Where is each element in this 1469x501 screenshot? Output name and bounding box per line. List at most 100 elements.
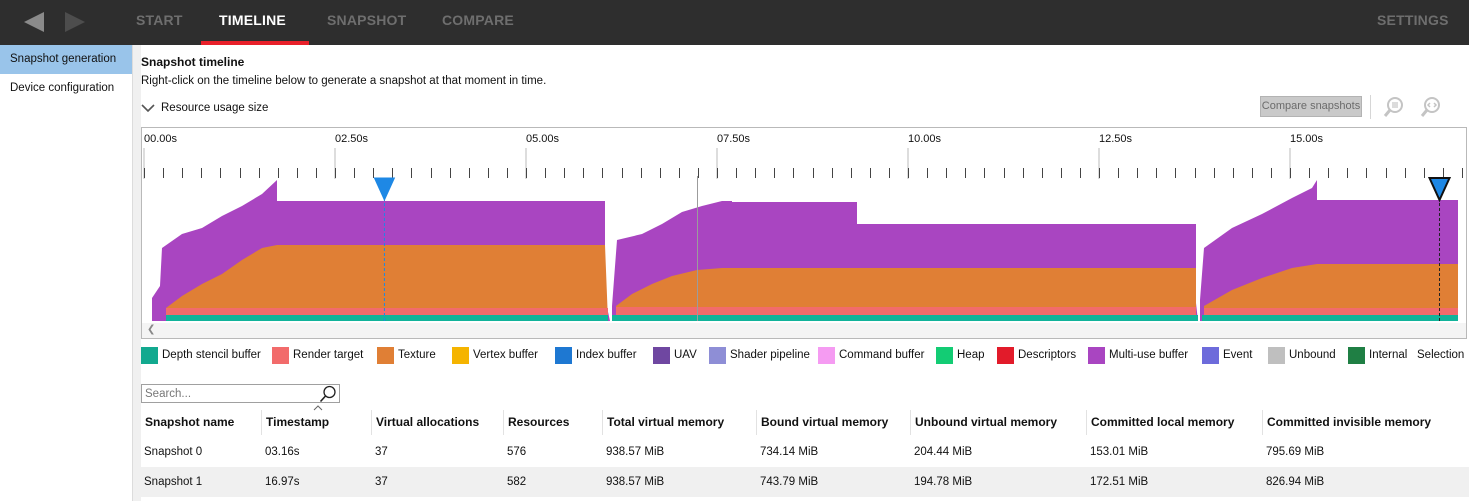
sidebar: Snapshot generation Device configuration: [0, 45, 133, 501]
snapshot-table: Snapshot name Timestamp Virtual allocation…: [141, 405, 1469, 497]
search-icon[interactable]: [319, 385, 337, 403]
table-cell: 172.51 MiB: [1090, 476, 1149, 488]
legend-label: UAV: [674, 349, 697, 361]
legend-swatch: [452, 346, 469, 364]
table-cell: 37: [375, 476, 388, 488]
table-cell: 582: [507, 476, 527, 488]
table-header: Snapshot name Timestamp Virtual allocation…: [141, 405, 1469, 437]
legend-swatch: [141, 346, 158, 364]
legend-label: Render target: [293, 349, 364, 361]
legend-item: Multi-use buffer: [1088, 345, 1188, 365]
time-label: 00.00s: [144, 133, 178, 145]
table-cell: 938.57 MiB: [606, 476, 665, 488]
sidebar-item-device-configuration[interactable]: Device configuration: [10, 82, 115, 94]
column-header[interactable]: Committed local memory: [1091, 415, 1235, 429]
sidebar-gutter: [133, 45, 141, 501]
column-divider[interactable]: [261, 410, 262, 435]
toolbar-divider: [1370, 95, 1371, 119]
search-input[interactable]: [142, 385, 312, 402]
scroll-left-icon[interactable]: ❮: [147, 324, 156, 335]
column-header[interactable]: Snapshot name: [145, 415, 235, 429]
legend-label: Internal: [1369, 349, 1408, 361]
time-label: 02.50s: [335, 133, 369, 145]
legend-swatch: [709, 346, 726, 364]
back-arrow-icon[interactable]: [22, 11, 46, 33]
table-cell: 795.69 MiB: [1266, 446, 1325, 458]
column-header[interactable]: Total virtual memory: [607, 415, 725, 429]
column-divider[interactable]: [756, 410, 757, 435]
sort-ascending-icon: [313, 405, 323, 411]
legend-item: Heap: [936, 345, 985, 365]
column-divider[interactable]: [503, 410, 504, 435]
zoom-to-selection-icon[interactable]: [1382, 95, 1406, 119]
column-divider[interactable]: [602, 410, 603, 435]
column-header[interactable]: Virtual allocations: [376, 415, 480, 429]
legend-swatch: [272, 346, 289, 364]
table-row[interactable]: Snapshot 0 03.16s 37 576 938.57 MiB 734.14 Mi…: [141, 437, 1469, 467]
resource-usage-label: Resource usage size: [161, 102, 269, 114]
legend-item: Render target: [272, 345, 363, 365]
column-header[interactable]: Bound virtual memory: [761, 415, 889, 429]
table-cell: 826.94 MiB: [1266, 476, 1325, 488]
table-cell: 576: [507, 446, 527, 458]
tab-compare[interactable]: COMPARE: [442, 12, 514, 28]
tab-timeline[interactable]: TIMELINE: [219, 12, 286, 28]
search-box[interactable]: [141, 384, 340, 403]
table-cell: 938.57 MiB: [606, 446, 665, 458]
legend-swatch: [818, 346, 835, 364]
legend-swatch: [997, 346, 1014, 364]
table-cell: 194.78 MiB: [914, 476, 973, 488]
column-divider[interactable]: [1262, 410, 1263, 435]
tab-snapshot[interactable]: SNAPSHOT: [327, 12, 407, 28]
depth-stencil-area: [1202, 315, 1458, 321]
main-panel: Snapshot timeline Right-click on the tim…: [141, 45, 1469, 501]
column-divider[interactable]: [910, 410, 911, 435]
active-tab-indicator: [201, 41, 309, 45]
top-navigation-bar: START TIMELINE SNAPSHOT COMPARE SETTINGS: [0, 0, 1469, 45]
column-header[interactable]: Resources: [508, 415, 570, 429]
time-label: 10.00s: [908, 133, 942, 145]
timeline-scrollbar: [142, 323, 1466, 338]
legend-label: Heap: [957, 349, 985, 361]
forward-arrow-icon[interactable]: [63, 11, 87, 33]
legend-item: Texture: [377, 345, 436, 365]
snapshot-marker-icon[interactable]: [1427, 177, 1452, 203]
column-header[interactable]: Timestamp: [266, 415, 330, 429]
legend-item: Index buffer: [555, 345, 637, 365]
legend-item: Selection: [1417, 345, 1464, 365]
legend-item: Shader pipeline: [709, 345, 810, 365]
table-body: Snapshot 0 03.16s 37 576 938.57 MiB 734.14 Mi…: [141, 437, 1469, 497]
time-label: 05.00s: [526, 133, 560, 145]
legend-label: Command buffer: [839, 349, 925, 361]
table-row[interactable]: Snapshot 1 16.97s 37 582 938.57 MiB 743.79 Mi…: [141, 467, 1469, 497]
resource-usage-toggle[interactable]: Resource usage size: [141, 100, 268, 116]
legend-swatch: [377, 346, 394, 364]
legend-label: Index buffer: [576, 349, 637, 361]
snapshot-timeline[interactable]: 00.00s 02.50s 05.00s 07.50s 10.00s 12.50s 15.0…: [141, 127, 1467, 339]
column-divider[interactable]: [371, 410, 372, 435]
timeline-graph[interactable]: 00.00s 02.50s 05.00s 07.50s 10.00s 12.50s 15.0…: [142, 128, 1467, 339]
tab-settings[interactable]: SETTINGS: [1377, 12, 1449, 28]
zoom-reset-icon[interactable]: [1419, 95, 1443, 119]
legend-item: Descriptors: [997, 345, 1076, 365]
table-cell: Snapshot 0: [144, 446, 203, 458]
legend-label: Selection: [1417, 349, 1465, 361]
legend-swatch: [653, 346, 670, 364]
texture-area: [166, 245, 608, 321]
compare-snapshots-button[interactable]: Compare snapshots: [1260, 96, 1362, 117]
legend-label: Depth stencil buffer: [162, 349, 261, 361]
time-label: 15.00s: [1290, 133, 1324, 145]
column-divider[interactable]: [1086, 410, 1087, 435]
column-header[interactable]: Committed invisible memory: [1267, 415, 1432, 429]
legend-swatch: [1088, 346, 1105, 364]
legend-label: Descriptors: [1018, 349, 1077, 361]
depth-stencil-area: [166, 315, 608, 321]
sidebar-item-snapshot-generation[interactable]: Snapshot generation: [0, 45, 132, 74]
legend-label: Texture: [398, 349, 436, 361]
tab-start[interactable]: START: [136, 12, 183, 28]
legend-swatch: [555, 346, 572, 364]
legend-item: Vertex buffer: [452, 345, 538, 365]
column-header[interactable]: Unbound virtual memory: [915, 415, 1058, 429]
depth-stencil-area: [612, 315, 1198, 321]
snapshot-marker-icon[interactable]: [373, 177, 396, 202]
